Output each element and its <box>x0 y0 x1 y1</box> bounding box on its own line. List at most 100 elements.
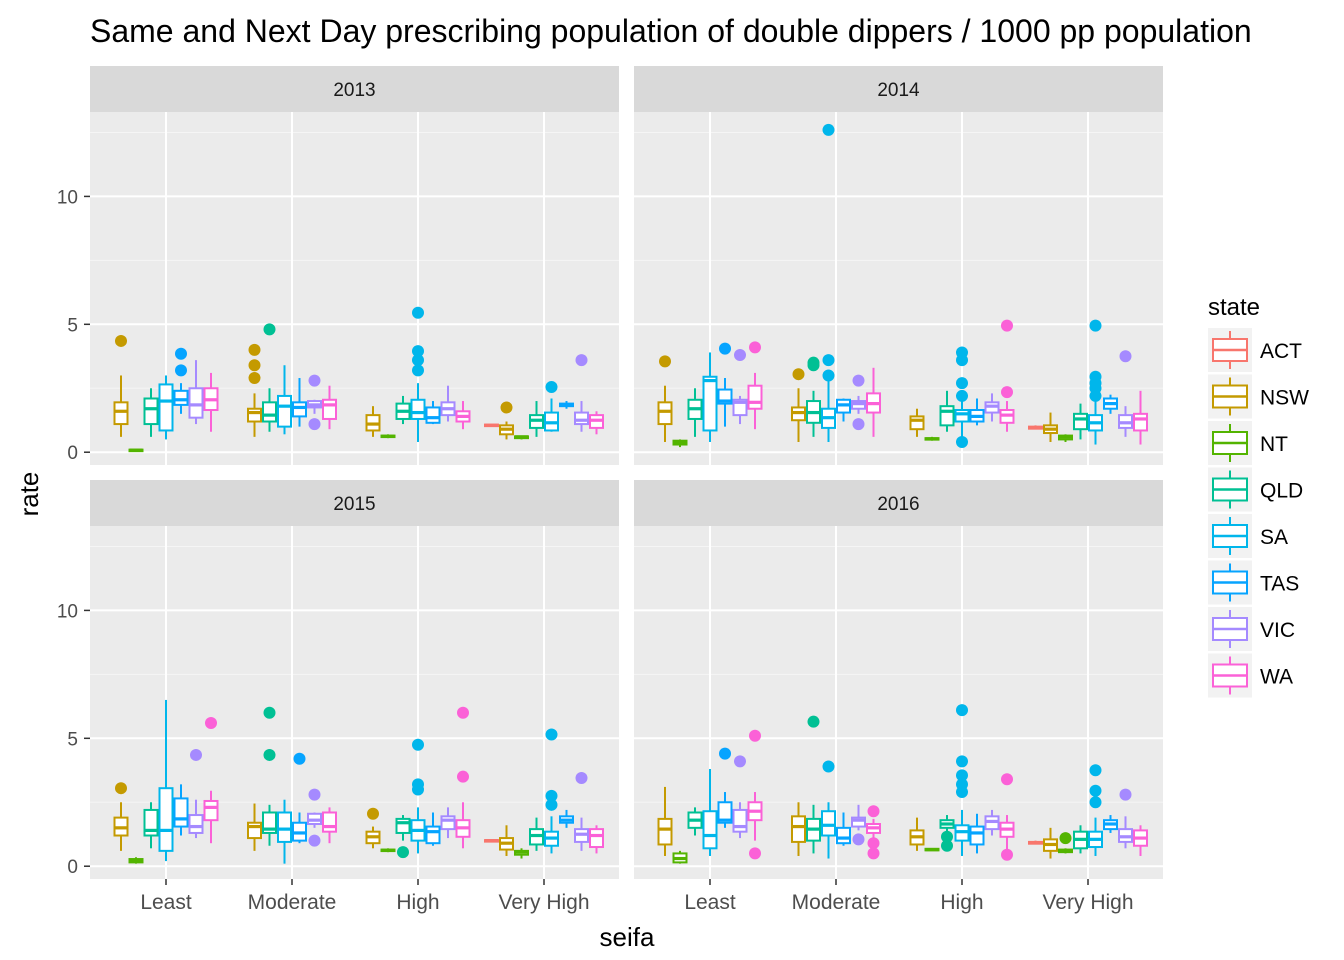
legend-item-tas: TAS <box>1208 560 1299 605</box>
box-tas-moderate-2016 <box>836 812 851 846</box>
box-wa-moderate-2014 <box>866 367 881 437</box>
x-tick-label: Very High <box>498 891 589 914</box>
legend-label-tas: TAS <box>1260 573 1299 596</box>
outlier-point <box>1089 764 1102 777</box>
box-nsw-moderate-2015 <box>247 803 262 851</box>
box-nt-very-high-2013 <box>514 435 529 440</box>
legend-item-act: ACT <box>1208 328 1302 372</box>
y-tick-label: 0 <box>67 443 78 464</box>
box-nsw-very-high-2015 <box>499 825 514 856</box>
box-nt-high-2014 <box>924 436 940 441</box>
outlier-point <box>308 834 321 847</box>
box-body <box>1133 412 1148 432</box>
legend-label-act: ACT <box>1260 340 1302 363</box>
outlier-point <box>1001 319 1013 332</box>
outlier-point <box>248 343 261 356</box>
box-nt-very-high-2015 <box>514 848 529 859</box>
box-nsw-high-2013 <box>365 406 381 437</box>
y-tick-label: 0 <box>67 857 78 878</box>
panels-layer: 2013 0 5 10 2014 2015 0 5 10 Least Moderate High Ver… <box>57 66 1163 914</box>
box-wa-least-2015 <box>203 716 219 844</box>
box-wa-moderate-2016 <box>866 805 881 860</box>
outlier-point <box>1089 319 1102 332</box>
outlier-point <box>1089 370 1102 383</box>
box-vic-least-2015 <box>188 748 204 839</box>
box-tas-moderate-2013 <box>292 378 307 427</box>
box-sa-moderate-2015 <box>277 799 292 864</box>
outlier-point <box>956 769 968 782</box>
outlier-point <box>412 364 424 377</box>
box-nsw-least-2013 <box>113 334 129 437</box>
box-body <box>322 811 337 833</box>
box-qld-moderate-2016 <box>806 715 821 854</box>
outlier-point <box>575 771 588 784</box>
box-body <box>717 801 733 824</box>
outlier-point <box>248 359 261 372</box>
outlier-point <box>956 389 968 402</box>
legend-label-vic: VIC <box>1260 619 1295 642</box>
x-tick-label: Least <box>684 891 736 914</box>
box-body <box>322 398 337 420</box>
box-nt-least-2013 <box>128 448 144 453</box>
panel-strip-label-2015: 2015 <box>333 494 375 515</box>
outlier-point <box>412 345 424 358</box>
panel-strip-label-2013: 2013 <box>333 80 375 101</box>
box-tas-high-2016 <box>969 813 985 854</box>
outlier-point <box>367 807 379 820</box>
box-body <box>395 817 411 834</box>
panel-2015: 2015 0 5 10 Least Moderate High Very High <box>57 480 619 914</box>
x-axis-label: seifa <box>600 922 655 952</box>
box-wa-high-2014 <box>999 319 1015 432</box>
box-body <box>821 810 836 837</box>
box-act-very-high-2015 <box>484 839 499 843</box>
outlier-point <box>734 755 746 768</box>
panel-strip-label-2014: 2014 <box>877 80 920 101</box>
outlier-point <box>852 418 865 431</box>
box-body <box>702 810 718 850</box>
box-vic-very-high-2016 <box>1118 788 1133 849</box>
outlier-point <box>308 418 321 431</box>
outlier-point <box>412 778 424 791</box>
outlier-point <box>719 747 731 760</box>
box-sa-least-2016 <box>702 769 718 856</box>
box-nsw-least-2014 <box>657 355 673 442</box>
legend: ACT NSW NT QLD SA TAS VIC WA <box>1208 328 1309 698</box>
box-body <box>262 401 277 423</box>
y-tick-label: 10 <box>57 187 78 208</box>
box-body <box>277 394 292 428</box>
box-body <box>702 375 718 432</box>
box-nsw-moderate-2013 <box>247 343 262 437</box>
box-wa-moderate-2013 <box>322 385 337 430</box>
box-qld-moderate-2013 <box>262 323 277 432</box>
outlier-point <box>293 752 306 765</box>
box-nt-least-2014 <box>672 439 688 448</box>
box-body <box>589 828 604 849</box>
box-tas-very-high-2013 <box>559 401 574 409</box>
outlier-point <box>941 839 953 852</box>
outlier-point <box>457 706 469 719</box>
box-body <box>173 797 189 828</box>
outlier-point <box>545 798 558 811</box>
outlier-point <box>1119 788 1132 801</box>
box-body <box>247 407 262 423</box>
box-sa-very-high-2014 <box>1088 319 1103 445</box>
outlier-point <box>500 401 513 414</box>
box-body <box>909 415 925 431</box>
box-body <box>143 397 159 426</box>
legend-title: state <box>1208 294 1260 321</box>
outlier-point <box>956 704 968 717</box>
outlier-point <box>1119 350 1132 363</box>
legend-label-qld: QLD <box>1260 480 1303 503</box>
x-tick-label: Moderate <box>792 891 881 914</box>
legend-item-sa: SA <box>1208 514 1288 558</box>
x-tick-label: High <box>396 891 439 914</box>
box-sa-high-2014 <box>954 346 970 448</box>
x-tick-label: Very High <box>1042 891 1133 914</box>
box-body <box>574 411 589 426</box>
box-qld-high-2016 <box>939 815 955 852</box>
outlier-point <box>956 346 968 359</box>
box-body <box>851 816 866 828</box>
outlier-point <box>822 354 835 367</box>
box-sa-high-2015 <box>410 738 426 854</box>
